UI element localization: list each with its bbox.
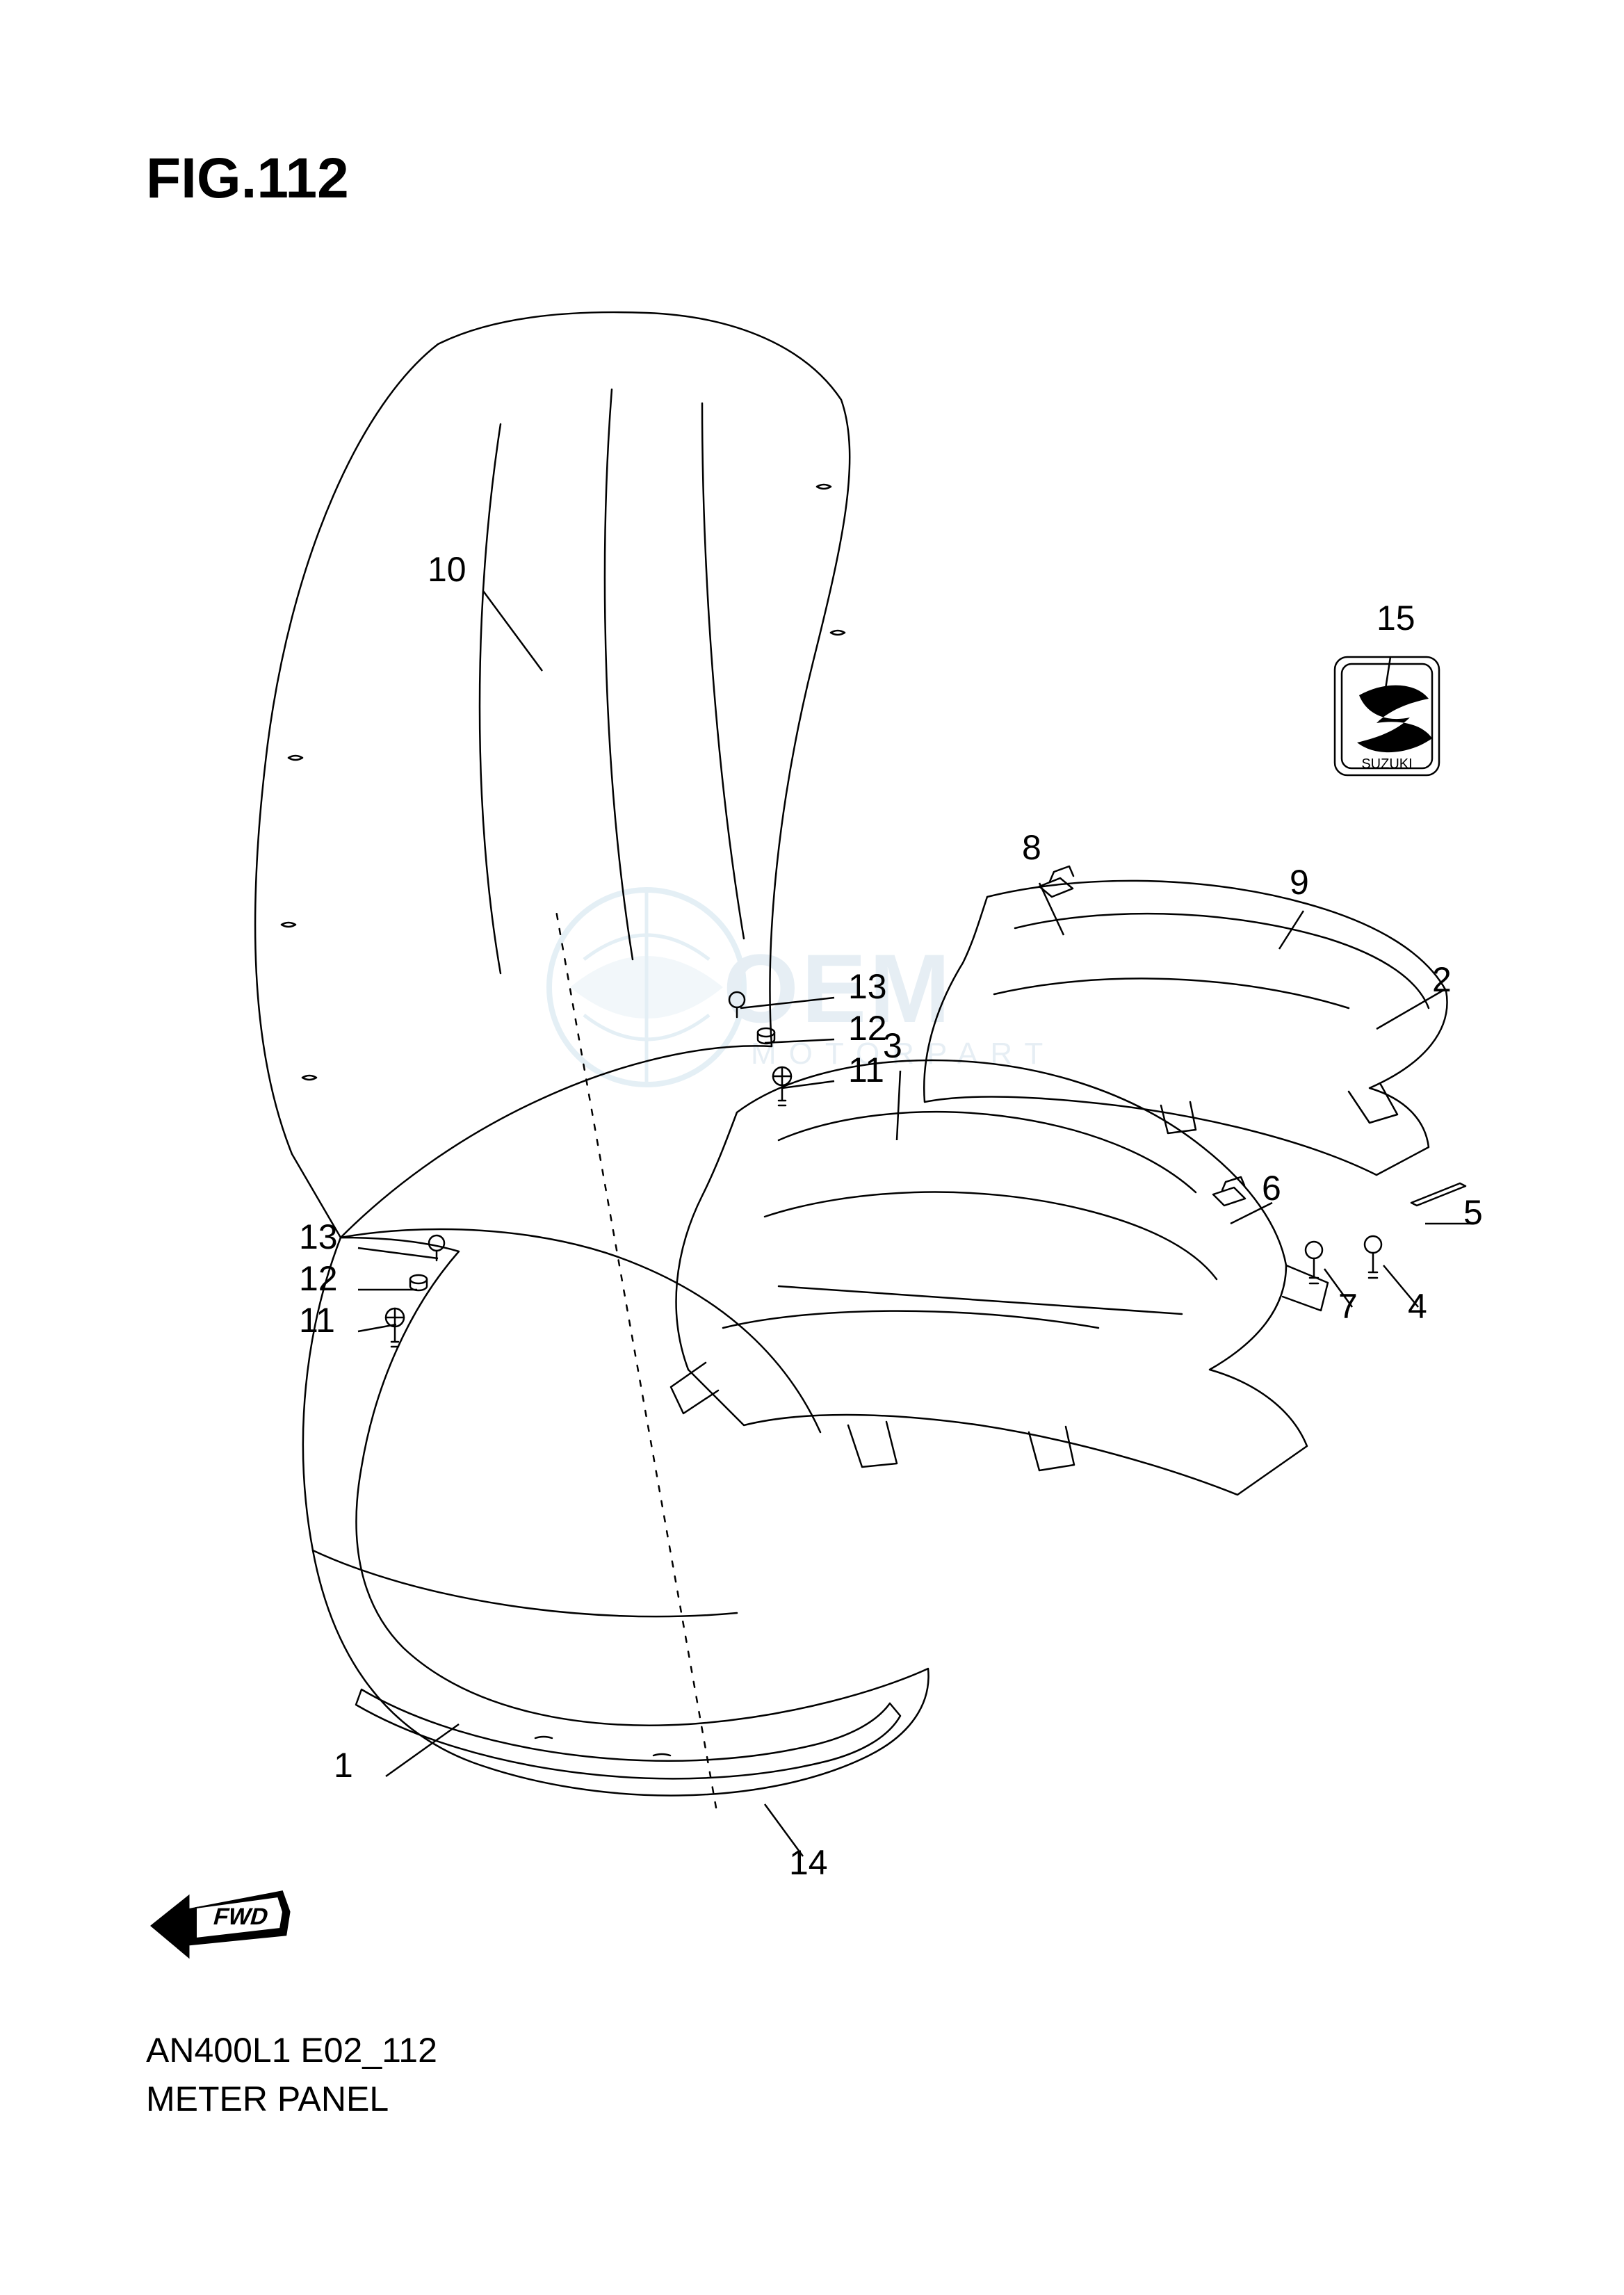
callout-12: 12 — [848, 1008, 887, 1048]
callout-9: 9 — [1290, 862, 1309, 902]
figure-title: FIG.112 — [146, 146, 349, 211]
page: FIG.112 OEM MOTORPARTS — [0, 0, 1624, 2295]
callout-13: 13 — [848, 966, 887, 1007]
callout-5: 5 — [1463, 1192, 1483, 1233]
part-group-title: METER PANEL — [146, 2079, 389, 2119]
callout-14: 14 — [789, 1842, 828, 1883]
fwd-arrow-icon: FWD — [146, 1877, 299, 1961]
callout-12: 12 — [299, 1258, 338, 1299]
callout-1: 1 — [334, 1745, 353, 1785]
callout-10: 10 — [428, 549, 466, 590]
model-code: AN400L1 E02_112 — [146, 2030, 437, 2070]
callout-11: 11 — [848, 1050, 884, 1090]
exploded-diagram: SUZUKI — [111, 243, 1516, 1898]
callout-2: 2 — [1432, 959, 1452, 1000]
callout-4: 4 — [1408, 1286, 1427, 1327]
callout-13: 13 — [299, 1217, 338, 1257]
callout-8: 8 — [1022, 827, 1041, 868]
svg-text:SUZUKI: SUZUKI — [1361, 756, 1412, 772]
callout-11: 11 — [299, 1300, 335, 1340]
callout-15: 15 — [1377, 598, 1415, 638]
callout-6: 6 — [1262, 1168, 1281, 1208]
callout-7: 7 — [1338, 1286, 1358, 1327]
fwd-text: FWD — [211, 1904, 271, 1930]
